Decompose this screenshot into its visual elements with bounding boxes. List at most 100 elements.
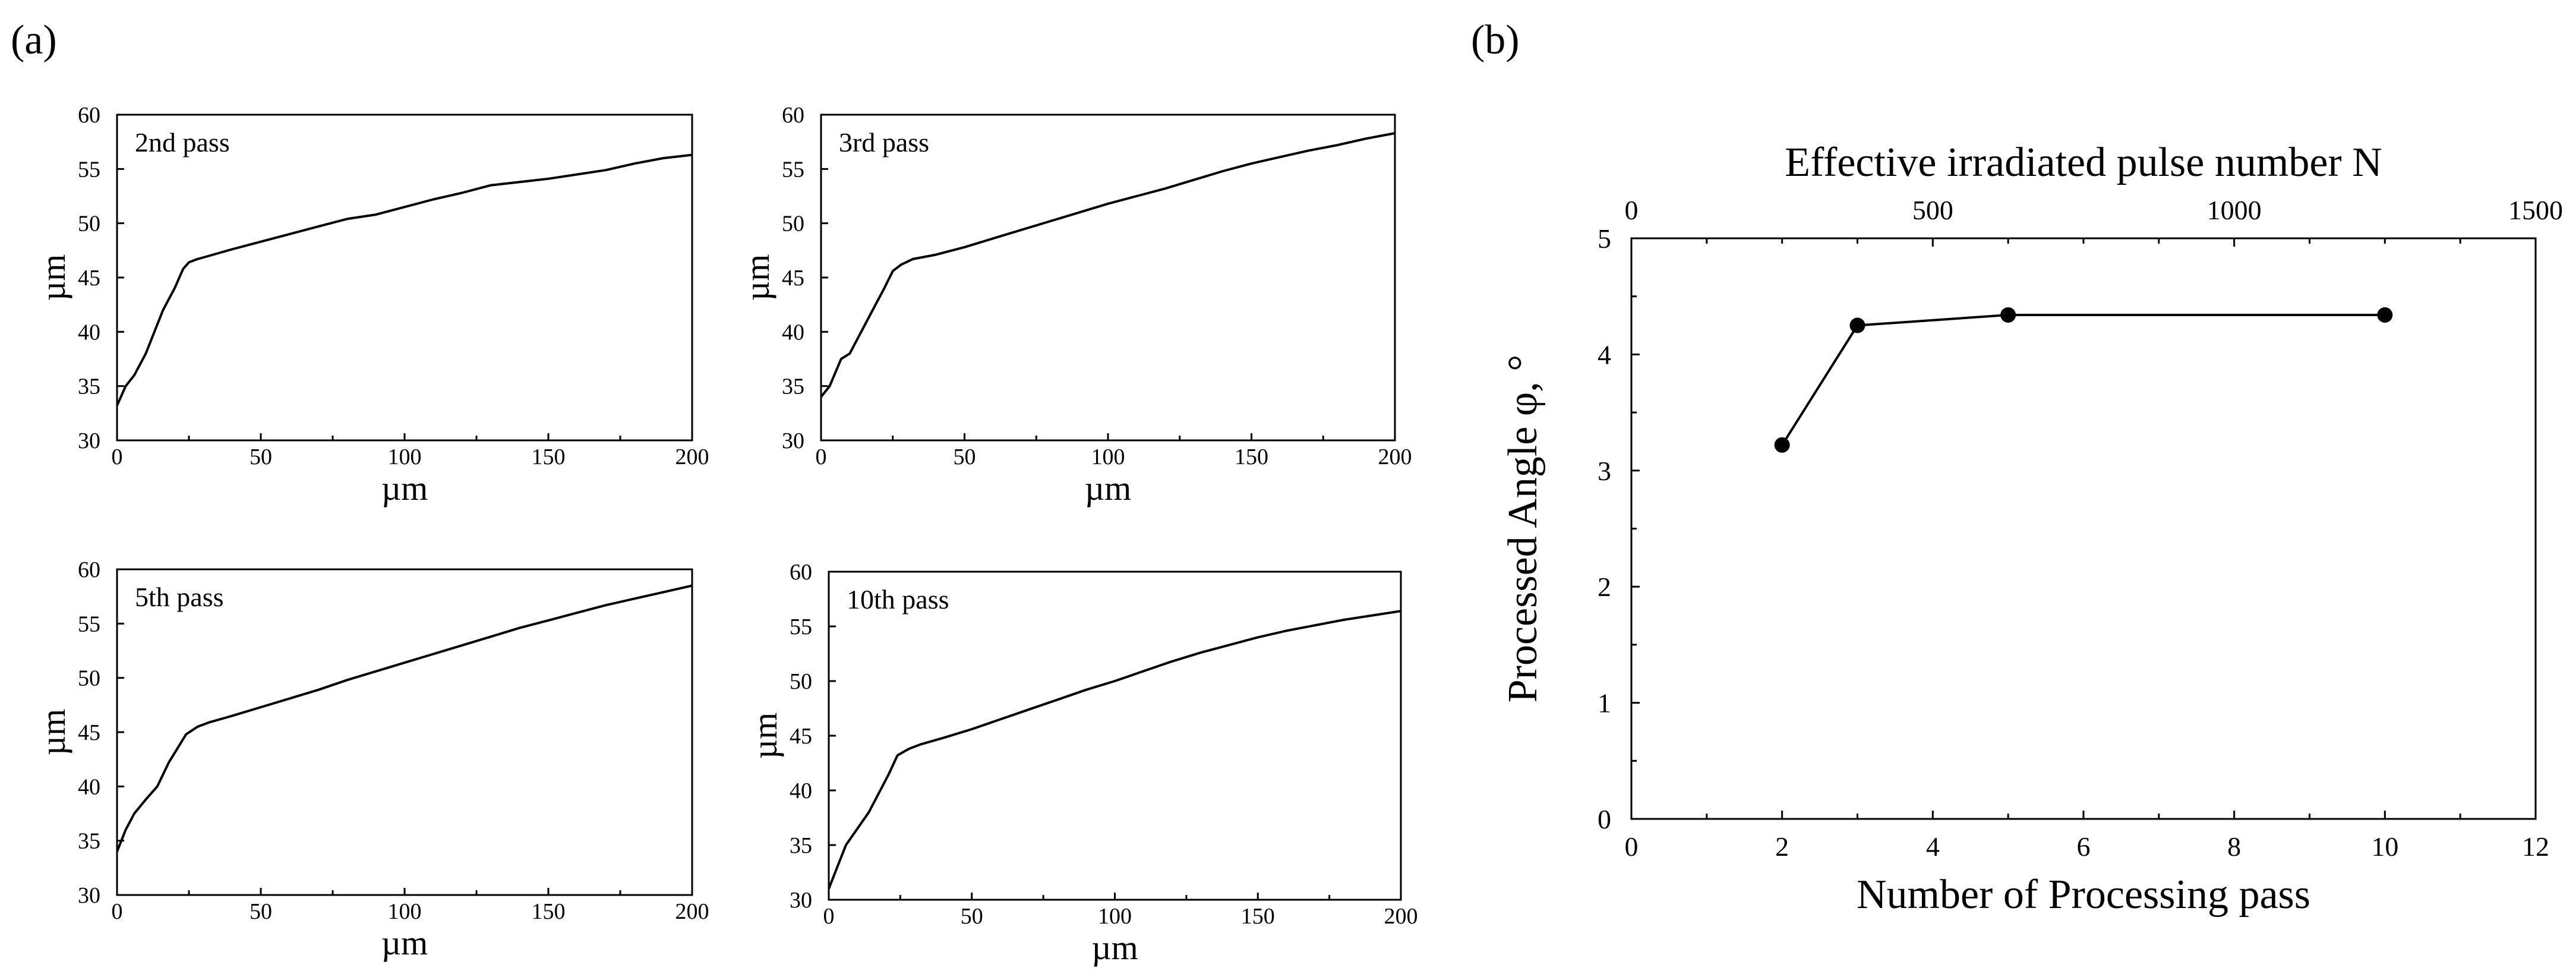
x-tick-label: 100 bbox=[1091, 445, 1125, 469]
profile-line bbox=[116, 584, 693, 852]
chart-a3: 0 50 100 150 200 30 35 40 45 50 55 60 5th pass µm µm bbox=[34, 557, 709, 962]
x2-tick-label: 0 bbox=[1625, 195, 1639, 225]
y-axis-label: µm bbox=[34, 254, 72, 301]
panel-a-label: (a) bbox=[11, 17, 57, 63]
x-axis-label: Number of Processing pass bbox=[1857, 872, 2310, 918]
y-tick-label: 55 bbox=[790, 614, 812, 639]
profile-line bbox=[116, 153, 693, 406]
x-tick-label: 100 bbox=[388, 445, 422, 469]
x-tick-label: 50 bbox=[954, 445, 976, 469]
y-tick-label: 40 bbox=[782, 320, 804, 345]
y-tick-label: 45 bbox=[782, 266, 804, 291]
x-tick-label: 200 bbox=[1378, 445, 1412, 469]
x-tick-label: 0 bbox=[112, 899, 123, 924]
y-tick-label: 50 bbox=[782, 212, 804, 237]
x-tick-label: 150 bbox=[532, 899, 566, 924]
x-tick-label: 6 bbox=[2077, 831, 2091, 862]
x-tick-label: 100 bbox=[1098, 904, 1132, 929]
y-tick-label: 35 bbox=[78, 829, 100, 854]
y-tick-label: 30 bbox=[782, 428, 804, 453]
y-tick-label: 30 bbox=[78, 883, 100, 908]
data-point bbox=[2000, 307, 2016, 323]
y-tick-label: 40 bbox=[78, 320, 100, 345]
x-tick-label: 200 bbox=[1384, 904, 1418, 929]
x-tick-label: 200 bbox=[675, 445, 709, 469]
x-tick-label: 0 bbox=[1625, 831, 1639, 862]
plot-frame bbox=[116, 568, 693, 896]
x-tick-label: 200 bbox=[675, 899, 709, 924]
y-axis-label: µm bbox=[746, 713, 784, 759]
y-tick-label: 30 bbox=[78, 428, 100, 453]
data-point bbox=[1849, 317, 1865, 333]
y-tick-label: 60 bbox=[78, 557, 100, 582]
x-tick-label: 150 bbox=[532, 445, 566, 469]
y-tick-label: 55 bbox=[782, 157, 804, 182]
chart-a4: 0 50 100 150 200 30 35 40 45 50 55 60 10th pass µm µm bbox=[746, 560, 1418, 967]
y-axis-label: µm bbox=[738, 254, 776, 301]
y-tick-label: 1 bbox=[1598, 688, 1611, 718]
x-tick-label: 8 bbox=[2227, 831, 2241, 862]
y-tick-label: 4 bbox=[1598, 339, 1611, 370]
series-line bbox=[1781, 314, 2385, 446]
y-tick-label: 55 bbox=[78, 612, 100, 636]
y-axis-label: Processed Angle φ, ° bbox=[1500, 355, 1546, 703]
y-tick-label: 50 bbox=[78, 666, 100, 691]
x-tick-label: 150 bbox=[1235, 445, 1268, 469]
y-tick-label: 40 bbox=[790, 779, 812, 803]
data-point bbox=[1774, 437, 1790, 453]
y-tick-label: 55 bbox=[78, 157, 100, 182]
x-tick-label: 50 bbox=[250, 445, 272, 469]
pass-annotation: 2nd pass bbox=[135, 127, 230, 157]
y-tick-label: 45 bbox=[78, 266, 100, 291]
y-tick-label: 30 bbox=[790, 888, 812, 913]
profile-line bbox=[820, 132, 1396, 398]
pass-annotation: 3rd pass bbox=[839, 127, 929, 157]
y-tick-label: 50 bbox=[78, 212, 100, 237]
x-tick-label: 0 bbox=[816, 445, 827, 469]
y-tick-label: 5 bbox=[1598, 223, 1611, 254]
chart-a1: 0 50 100 150 200 30 35 40 45 50 55 60 2nd pass µm µm bbox=[34, 103, 709, 508]
y-axis-label: µm bbox=[34, 709, 72, 756]
x-tick-label: 2 bbox=[1775, 831, 1789, 862]
x2-tick-label: 500 bbox=[1912, 195, 1953, 225]
x-axis-label: µm bbox=[381, 924, 428, 962]
y-tick-label: 60 bbox=[790, 560, 812, 585]
x2-tick-label: 1500 bbox=[2508, 195, 2563, 225]
pass-annotation: 10th pass bbox=[847, 584, 949, 614]
x-tick-label: 100 bbox=[388, 899, 422, 924]
y-tick-label: 35 bbox=[78, 374, 100, 399]
y-tick-label: 35 bbox=[790, 833, 812, 858]
y-tick-label: 45 bbox=[78, 720, 100, 745]
x-tick-label: 150 bbox=[1241, 904, 1275, 929]
x-tick-label: 12 bbox=[2522, 831, 2549, 862]
y-tick-label: 35 bbox=[782, 374, 804, 399]
y-tick-label: 3 bbox=[1598, 456, 1611, 486]
y-tick-label: 50 bbox=[790, 669, 812, 694]
profile-line bbox=[828, 610, 1401, 890]
x-tick-label: 50 bbox=[250, 899, 272, 924]
x2-axis-label: Effective irradiated pulse number N bbox=[1785, 140, 2382, 185]
chart-a2: 0 50 100 150 200 30 35 40 45 50 55 60 3rd pass µm µm bbox=[738, 103, 1412, 508]
y-tick-label: 60 bbox=[78, 103, 100, 128]
y-tick-label: 40 bbox=[78, 774, 100, 799]
x-axis-label: µm bbox=[1085, 469, 1132, 508]
x-tick-label: 0 bbox=[112, 445, 123, 469]
x-axis-label: µm bbox=[381, 469, 428, 508]
x2-tick-label: 1000 bbox=[2207, 195, 2262, 225]
x-tick-label: 10 bbox=[2371, 831, 2398, 862]
y-tick-label: 2 bbox=[1598, 572, 1611, 602]
y-tick-label: 0 bbox=[1598, 804, 1611, 834]
y-tick-label: 45 bbox=[790, 724, 812, 749]
plot-frame bbox=[820, 114, 1396, 442]
x-axis-label: µm bbox=[1091, 928, 1138, 967]
data-point bbox=[2377, 307, 2393, 323]
plot-frame bbox=[828, 571, 1402, 901]
x-tick-label: 0 bbox=[823, 904, 835, 929]
plot-frame bbox=[1630, 237, 2537, 820]
x-tick-label: 50 bbox=[961, 904, 983, 929]
plot-frame bbox=[116, 114, 693, 442]
y-tick-label: 60 bbox=[782, 103, 804, 128]
